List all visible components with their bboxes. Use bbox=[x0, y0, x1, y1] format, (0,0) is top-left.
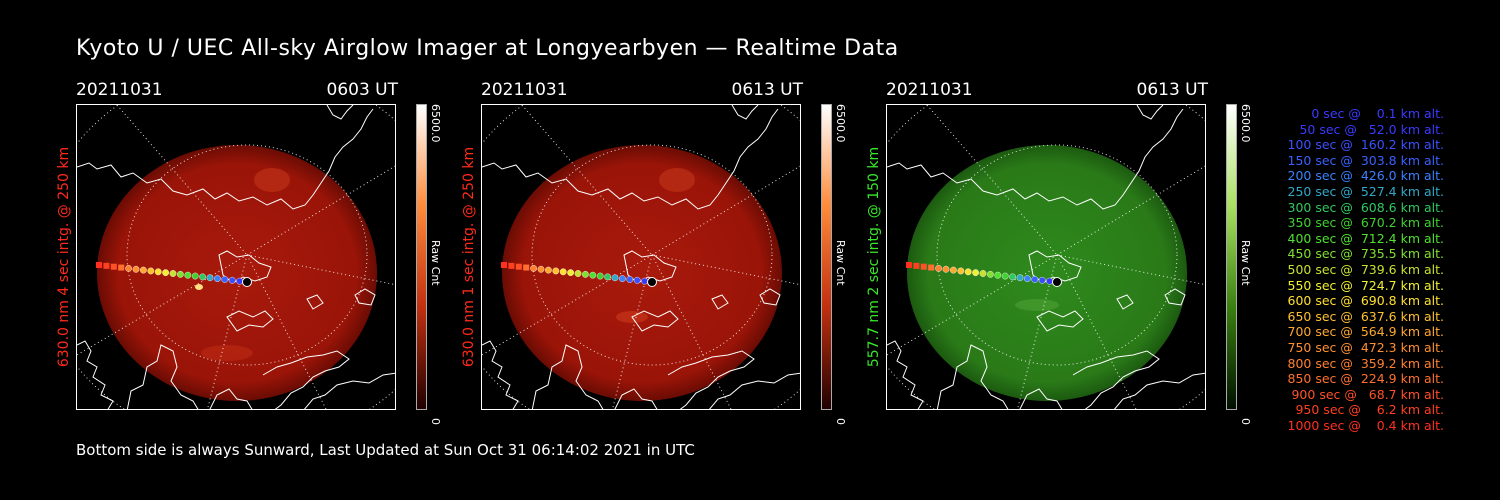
colorbar-max-label: 6500.0 bbox=[834, 104, 847, 143]
colorbar-unit-label: Raw Cnt bbox=[429, 240, 442, 286]
legend-row: 150 sec @ 303.8 km alt. bbox=[1287, 152, 1444, 168]
colorbar-min-label: 0 bbox=[429, 418, 442, 425]
legend-row: 350 sec @ 670.2 km alt. bbox=[1287, 215, 1444, 231]
legend-row: 300 sec @ 608.6 km alt. bbox=[1287, 199, 1444, 215]
wavelength-label-text: 630.0 nm 1 sec intg. @ 250 km bbox=[461, 146, 477, 368]
legend-row: 0 sec @ 0.1 km alt. bbox=[1311, 106, 1444, 121]
legend-row: 900 sec @ 68.7 km alt. bbox=[1291, 386, 1444, 402]
allsky-map-svg bbox=[77, 105, 395, 409]
allsky-image bbox=[481, 104, 801, 410]
colorbar-max-label: 6500.0 bbox=[429, 104, 442, 143]
legend-row: 200 sec @ 426.0 km alt. bbox=[1287, 168, 1444, 184]
page-title: Kyoto U / UEC All-sky Airglow Imager at … bbox=[76, 36, 899, 61]
colorbar-min-label: 0 bbox=[1239, 418, 1252, 425]
panel-wavelength-label: 557.7 nm 2 sec intg. @ 150 km bbox=[864, 104, 884, 410]
colorbar bbox=[821, 104, 832, 410]
legend-row: 850 sec @ 224.9 km alt. bbox=[1287, 371, 1444, 387]
legend-row: 1000 sec @ 0.4 km alt. bbox=[1287, 417, 1444, 433]
legend-row: 750 sec @ 472.3 km alt. bbox=[1287, 339, 1444, 355]
colorbar-min-label: 0 bbox=[834, 418, 847, 425]
legend-row: 50 sec @ 52.0 km alt. bbox=[1299, 121, 1444, 137]
legend-row: 800 sec @ 359.2 km alt. bbox=[1287, 355, 1444, 371]
colorbar-unit-label: Raw Cnt bbox=[834, 240, 847, 286]
trajectory-legend: 0 sec @ 0.1 km alt. 50 sec @ 52.0 km alt.… bbox=[1262, 106, 1444, 433]
panel-date: 20211031 bbox=[886, 80, 973, 100]
panel-date: 20211031 bbox=[76, 80, 163, 100]
colorbar-max-label: 6500.0 bbox=[1239, 104, 1252, 143]
image-panel-1: 20211031 0603 UT 630.0 nm 4 sec intg. @ … bbox=[56, 80, 442, 430]
panel-wavelength-label: 630.0 nm 1 sec intg. @ 250 km bbox=[459, 104, 479, 410]
legend-row: 500 sec @ 739.6 km alt. bbox=[1287, 261, 1444, 277]
legend-row: 400 sec @ 712.4 km alt. bbox=[1287, 230, 1444, 246]
panel-wavelength-label: 630.0 nm 4 sec intg. @ 250 km bbox=[54, 104, 74, 410]
legend-row: 950 sec @ 6.2 km alt. bbox=[1295, 402, 1444, 418]
wavelength-label-text: 630.0 nm 4 sec intg. @ 250 km bbox=[56, 146, 72, 368]
image-panel-2: 20211031 0613 UT 630.0 nm 1 sec intg. @ … bbox=[461, 80, 847, 430]
legend-row: 250 sec @ 527.4 km alt. bbox=[1287, 183, 1444, 199]
legend-row: 600 sec @ 690.8 km alt. bbox=[1287, 293, 1444, 309]
allsky-map-svg bbox=[482, 105, 800, 409]
panel-time: 0603 UT bbox=[326, 80, 399, 100]
legend-row: 450 sec @ 735.5 km alt. bbox=[1287, 246, 1444, 262]
legend-row: 700 sec @ 564.9 km alt. bbox=[1287, 324, 1444, 340]
panel-time: 0613 UT bbox=[1136, 80, 1209, 100]
colorbar bbox=[416, 104, 427, 410]
colorbar-unit-label: Raw Cnt bbox=[1239, 240, 1252, 286]
allsky-map-svg bbox=[887, 105, 1205, 409]
legend-row: 650 sec @ 637.6 km alt. bbox=[1287, 308, 1444, 324]
panel-time: 0613 UT bbox=[731, 80, 804, 100]
image-panel-3: 20211031 0613 UT 557.7 nm 2 sec intg. @ … bbox=[866, 80, 1252, 430]
wavelength-label-text: 557.7 nm 2 sec intg. @ 150 km bbox=[866, 146, 882, 368]
allsky-image bbox=[76, 104, 396, 410]
panel-date: 20211031 bbox=[481, 80, 568, 100]
legend-row: 550 sec @ 724.7 km alt. bbox=[1287, 277, 1444, 293]
colorbar bbox=[1226, 104, 1237, 410]
footer-note: Bottom side is always Sunward, Last Upda… bbox=[76, 441, 695, 459]
allsky-image bbox=[886, 104, 1206, 410]
legend-row: 100 sec @ 160.2 km alt. bbox=[1287, 137, 1444, 153]
